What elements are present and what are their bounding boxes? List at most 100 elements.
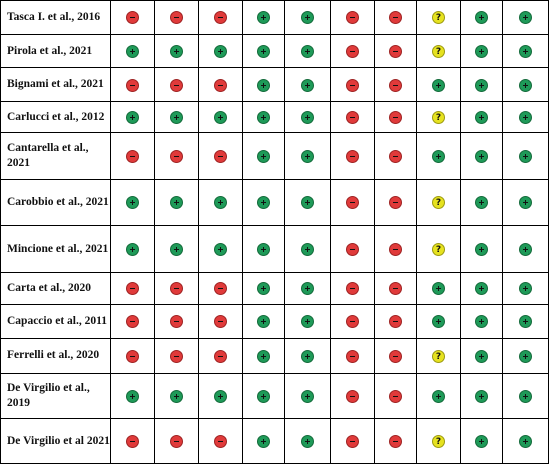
study-label: Capaccio et al., 2011 bbox=[0, 303, 111, 339]
study-label: Carlucci et al., 2012 bbox=[0, 101, 111, 134]
low-risk-icon bbox=[126, 196, 139, 210]
judgement-cell bbox=[460, 225, 503, 273]
judgement-cell bbox=[416, 303, 461, 339]
table-row: Pirola et al., 2021? bbox=[0, 34, 549, 69]
high-risk-icon bbox=[389, 11, 402, 25]
low-risk-icon bbox=[126, 44, 139, 58]
high-risk-icon bbox=[389, 282, 402, 296]
low-risk-icon bbox=[301, 282, 314, 296]
judgement-cell bbox=[242, 178, 285, 227]
study-label: Cantarella et al., 2021 bbox=[0, 132, 111, 180]
judgement-cell bbox=[330, 271, 375, 305]
judgement-cell: ? bbox=[416, 337, 461, 375]
judgement-cell bbox=[502, 67, 549, 103]
judgement-cell bbox=[416, 271, 461, 305]
judgement-cell bbox=[284, 34, 331, 69]
judgement-cell bbox=[502, 271, 549, 305]
judgement-cell bbox=[416, 67, 461, 103]
judgement-cell bbox=[198, 372, 243, 420]
high-risk-icon bbox=[170, 11, 183, 25]
judgement-cell bbox=[460, 337, 503, 375]
low-risk-icon bbox=[432, 78, 445, 92]
judgement-cell bbox=[330, 132, 375, 180]
low-risk-icon bbox=[257, 111, 270, 125]
unclear-risk-icon: ? bbox=[432, 435, 445, 449]
high-risk-icon bbox=[126, 78, 139, 92]
high-risk-icon bbox=[346, 11, 359, 25]
judgement-cell bbox=[242, 67, 285, 103]
judgement-cell bbox=[198, 101, 243, 134]
low-risk-icon bbox=[475, 349, 488, 363]
judgement-cell bbox=[198, 418, 243, 464]
low-risk-icon bbox=[519, 78, 532, 92]
judgement-cell bbox=[502, 225, 549, 273]
high-risk-icon bbox=[170, 435, 183, 449]
low-risk-icon bbox=[519, 435, 532, 449]
table-row: Carobbio et al., 2021? bbox=[0, 178, 549, 227]
low-risk-icon bbox=[519, 196, 532, 210]
judgement-cell bbox=[110, 178, 155, 227]
table-row: Cantarella et al., 2021 bbox=[0, 132, 549, 180]
judgement-cell bbox=[284, 132, 331, 180]
judgement-cell bbox=[374, 271, 417, 305]
judgement-cell bbox=[242, 337, 285, 375]
judgement-cell bbox=[374, 101, 417, 134]
low-risk-icon bbox=[519, 242, 532, 256]
judgement-cell bbox=[502, 372, 549, 420]
low-risk-icon bbox=[301, 315, 314, 329]
judgement-cell bbox=[284, 178, 331, 227]
judgement-cell: ? bbox=[416, 101, 461, 134]
low-risk-icon bbox=[432, 149, 445, 163]
low-risk-icon bbox=[257, 435, 270, 449]
low-risk-icon bbox=[475, 44, 488, 58]
study-label: De Virgilio et al., 2019 bbox=[0, 372, 111, 420]
low-risk-icon bbox=[257, 349, 270, 363]
judgement-cell bbox=[198, 178, 243, 227]
high-risk-icon bbox=[214, 149, 227, 163]
low-risk-icon bbox=[475, 435, 488, 449]
low-risk-icon bbox=[475, 242, 488, 256]
low-risk-icon bbox=[257, 315, 270, 329]
low-risk-icon bbox=[475, 315, 488, 329]
judgement-cell bbox=[374, 0, 417, 36]
judgement-cell bbox=[198, 271, 243, 305]
low-risk-icon bbox=[170, 196, 183, 210]
judgement-cell bbox=[154, 225, 199, 273]
low-risk-icon bbox=[257, 196, 270, 210]
judgement-cell bbox=[110, 67, 155, 103]
judgement-cell bbox=[110, 0, 155, 36]
judgement-cell bbox=[374, 132, 417, 180]
unclear-risk-icon: ? bbox=[432, 242, 445, 256]
high-risk-icon bbox=[346, 196, 359, 210]
high-risk-icon bbox=[170, 315, 183, 329]
high-risk-icon bbox=[346, 149, 359, 163]
judgement-cell bbox=[460, 271, 503, 305]
judgement-cell bbox=[284, 372, 331, 420]
study-label: Tasca I. et al., 2016 bbox=[0, 0, 111, 36]
judgement-cell bbox=[154, 0, 199, 36]
table-row: Ferrelli et al., 2020? bbox=[0, 337, 549, 375]
table-row: Capaccio et al., 2011 bbox=[0, 303, 549, 339]
judgement-cell bbox=[110, 101, 155, 134]
high-risk-icon bbox=[214, 349, 227, 363]
judgement-cell bbox=[198, 303, 243, 339]
high-risk-icon bbox=[389, 149, 402, 163]
unclear-risk-icon: ? bbox=[432, 11, 445, 25]
low-risk-icon bbox=[301, 390, 314, 404]
table-row: Carlucci et al., 2012? bbox=[0, 101, 549, 134]
low-risk-icon bbox=[519, 349, 532, 363]
judgement-cell bbox=[198, 67, 243, 103]
judgement-cell: ? bbox=[416, 225, 461, 273]
judgement-cell bbox=[502, 101, 549, 134]
judgement-cell bbox=[198, 0, 243, 36]
high-risk-icon bbox=[346, 78, 359, 92]
high-risk-icon bbox=[389, 242, 402, 256]
low-risk-icon bbox=[301, 149, 314, 163]
low-risk-icon bbox=[519, 44, 532, 58]
low-risk-icon bbox=[475, 11, 488, 25]
judgement-cell bbox=[242, 101, 285, 134]
judgement-cell bbox=[110, 418, 155, 464]
judgement-cell bbox=[330, 372, 375, 420]
judgement-cell bbox=[284, 101, 331, 134]
